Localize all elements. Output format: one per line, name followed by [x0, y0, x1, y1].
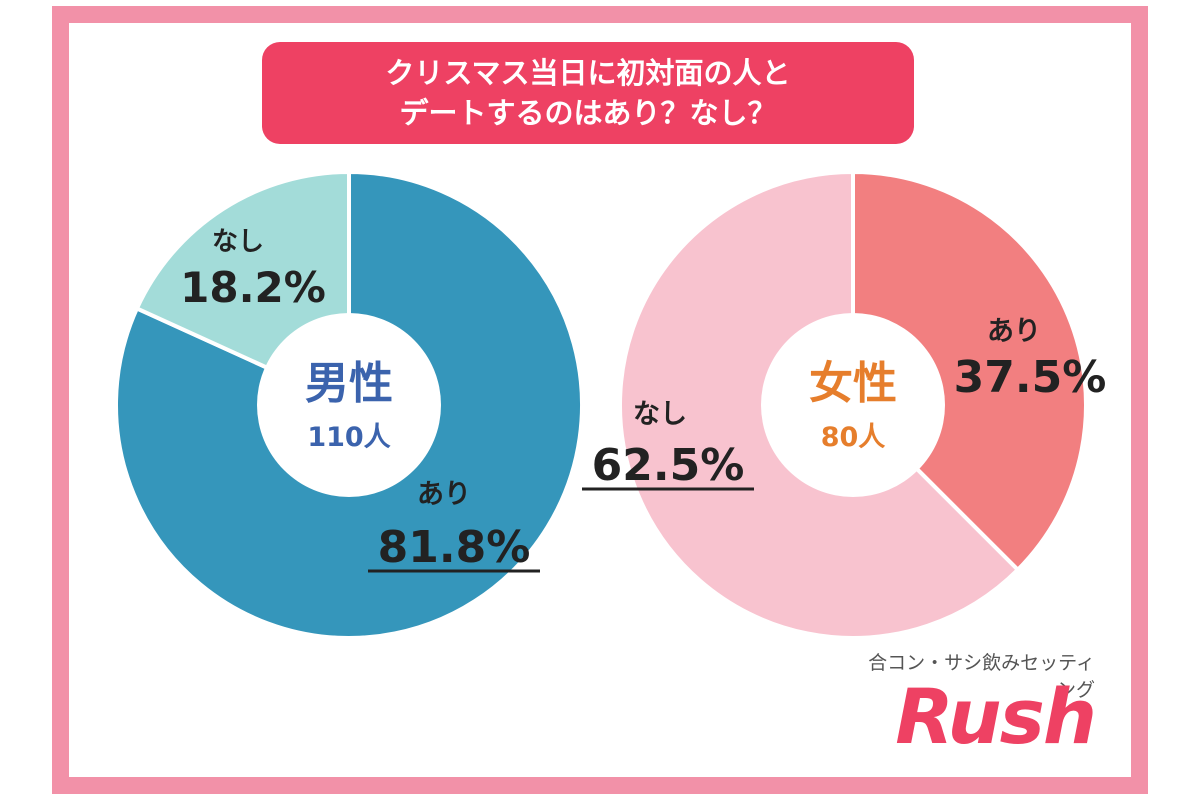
- chart-title: クリスマス当日に初対面の人と デートするのはあり？なし？: [262, 42, 914, 144]
- male-center-count: 110人: [307, 422, 390, 453]
- male-nashi-value: 18.2%: [180, 263, 326, 312]
- male-ari-label: あり: [417, 479, 471, 510]
- female-ari-label: あり: [987, 316, 1041, 347]
- title-line-2: デートするのはあり？なし？: [399, 96, 777, 130]
- male-donut-hole: [257, 313, 441, 497]
- female-center-count: 80人: [821, 422, 886, 453]
- male-ari-value: 81.8%: [378, 522, 531, 573]
- female-center-label: 女性: [809, 358, 897, 409]
- male-nashi-label: なし: [212, 227, 264, 257]
- title-line-1: クリスマス当日に初対面の人と: [385, 56, 791, 90]
- male-center-label: 男性: [305, 358, 393, 409]
- brand-logo: Rush: [895, 672, 1097, 761]
- female-slice-0: [851, 169, 1088, 573]
- female-nashi-value: 62.5%: [592, 440, 745, 491]
- female-ari-value: 37.5%: [954, 352, 1107, 403]
- female-nashi-label: なし: [633, 399, 687, 430]
- female-donut-hole: [761, 313, 945, 497]
- brand-subtitle: 合コン・サシ飲みセッティング: [868, 652, 1095, 701]
